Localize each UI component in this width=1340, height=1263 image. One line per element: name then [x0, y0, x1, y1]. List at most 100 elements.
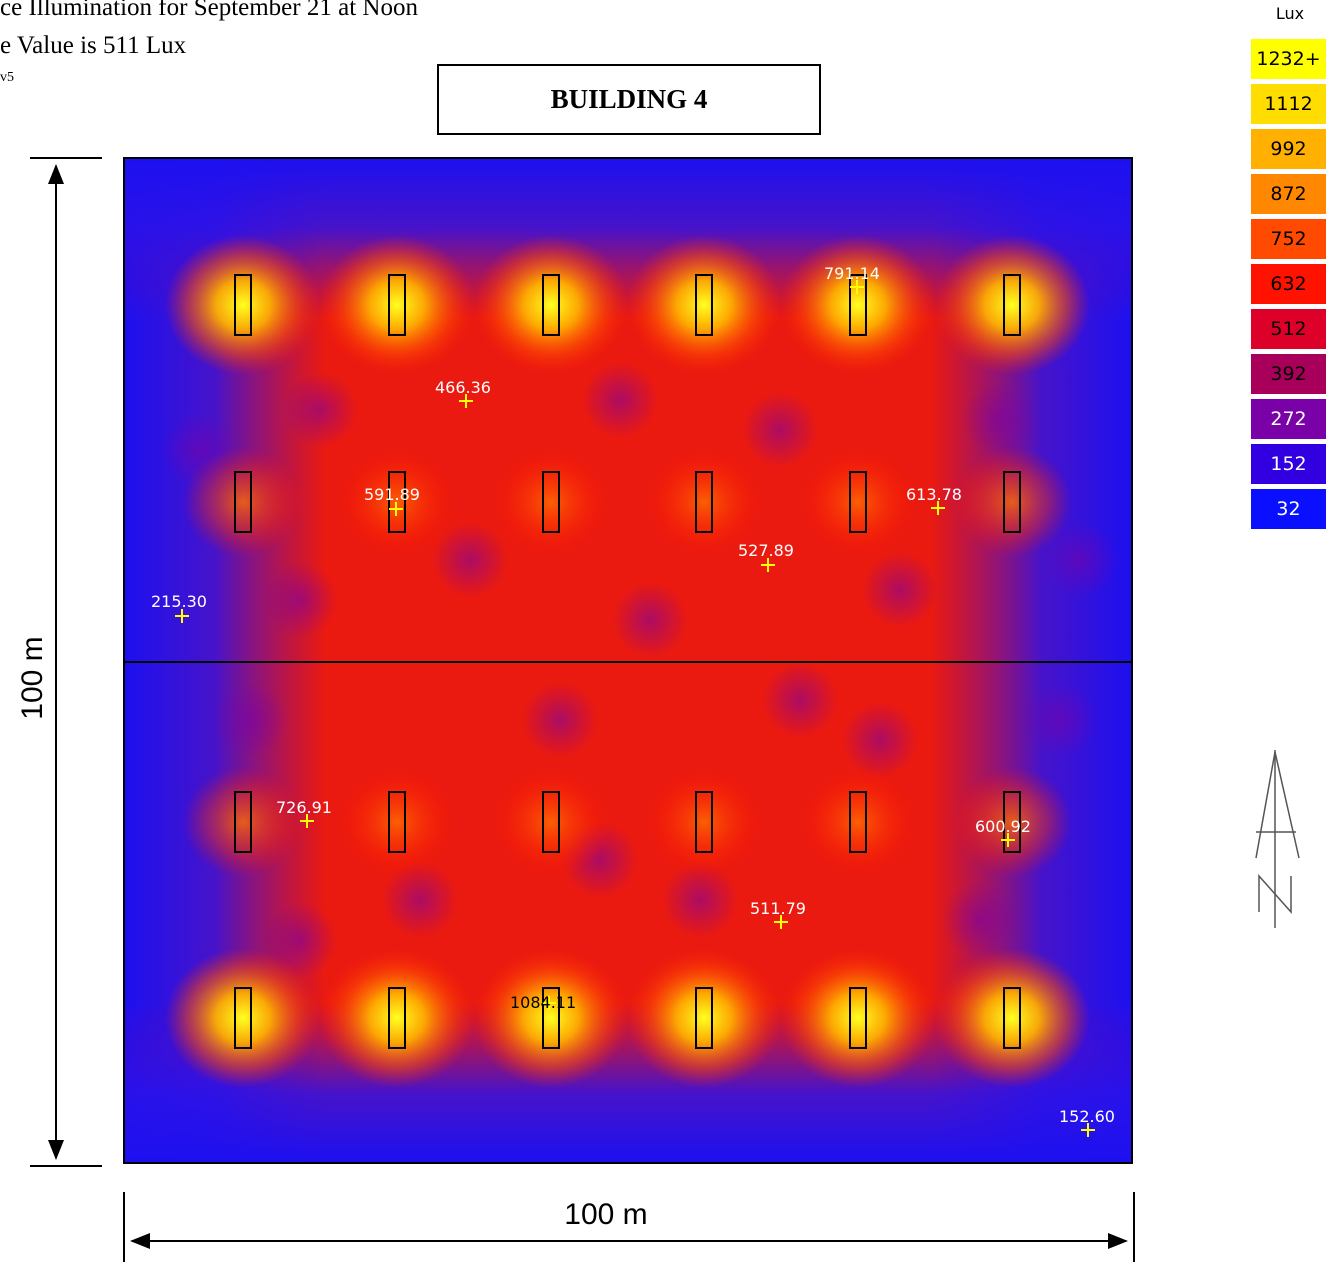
shadow-patch — [762, 662, 838, 738]
light-pool — [934, 235, 1090, 375]
light-pool — [319, 948, 475, 1088]
heatmap-layer — [124, 158, 1132, 1163]
measurement-point-icon — [389, 502, 403, 516]
legend-entry: 1112 — [1251, 84, 1326, 124]
measurement-point-icon — [850, 280, 864, 294]
shadow-patch — [282, 372, 358, 448]
light-pool — [626, 235, 782, 375]
measurement-point-icon — [542, 996, 556, 1010]
shadow-patch — [522, 682, 598, 758]
light-pool — [934, 948, 1090, 1088]
measurement-label: 215.30 — [151, 592, 207, 611]
horizontal-dimension: 100 m — [123, 1192, 1135, 1262]
measurement-label: 600.92 — [975, 817, 1031, 836]
building-outline — [123, 157, 1133, 1164]
shadow-patch — [432, 522, 508, 598]
light-fixture — [1003, 274, 1021, 336]
light-fixture — [695, 471, 713, 533]
light-fixture — [542, 791, 560, 853]
shadow-patch — [382, 862, 458, 938]
light-fixture — [388, 987, 406, 1049]
light-pool — [780, 235, 936, 375]
measurement-label: 591.89 — [364, 485, 420, 504]
legend-entry: 392 — [1251, 354, 1326, 394]
north-arrow-icon — [1255, 750, 1300, 928]
measurement-label: 527.89 — [738, 541, 794, 560]
report-title: ce Illumination for September 21 at Noon — [0, 0, 418, 21]
shadow-patch — [582, 362, 658, 438]
report-version: v5 — [0, 70, 14, 85]
light-fixture — [849, 987, 867, 1049]
measurement-point-icon — [761, 558, 775, 572]
horizontal-dimension-label: 100 m — [564, 1198, 647, 1231]
shadow-patch — [962, 382, 1038, 458]
light-fixture — [695, 274, 713, 336]
legend-entry: 32 — [1251, 489, 1326, 529]
measurement-label: 613.78 — [906, 485, 962, 504]
legend-entry: 872 — [1251, 174, 1326, 214]
light-fixture — [234, 274, 252, 336]
measurement-point-icon — [459, 394, 473, 408]
shadow-patch — [662, 862, 738, 938]
light-fixture — [542, 987, 560, 1049]
light-fixture — [388, 274, 406, 336]
light-fixture — [542, 471, 560, 533]
measurement-label: 511.79 — [750, 899, 806, 918]
light-pool — [952, 447, 1072, 557]
shadow-patch — [842, 702, 918, 778]
light-pool — [337, 767, 457, 877]
light-fixture — [849, 274, 867, 336]
light-fixture — [695, 791, 713, 853]
legend-entry: 1232+ — [1251, 39, 1326, 79]
measurement-point-icon — [300, 814, 314, 828]
light-fixture — [1003, 791, 1021, 853]
light-pool — [491, 447, 611, 557]
light-pool — [491, 767, 611, 877]
measurement-label: 726.91 — [276, 798, 332, 817]
shadow-patch — [612, 582, 688, 658]
measurement-label: 1084.11 — [510, 993, 576, 1012]
shadow-patch — [1022, 682, 1098, 758]
shadow-patch — [942, 882, 1018, 958]
light-fixture — [388, 471, 406, 533]
light-pool — [626, 948, 782, 1088]
legend-entry: 752 — [1251, 219, 1326, 259]
shadow-patch — [262, 562, 338, 638]
light-pool — [165, 235, 321, 375]
report-subtitle: e Value is 511 Lux — [0, 32, 187, 59]
shadow-patch — [742, 392, 818, 468]
legend-entry: 632 — [1251, 264, 1326, 304]
legend-entry: 992 — [1251, 129, 1326, 169]
measurement-label: 466.36 — [435, 378, 491, 397]
building-label: BUILDING 4 — [550, 84, 708, 114]
light-pool — [319, 235, 475, 375]
light-fixture — [849, 791, 867, 853]
light-fixture — [388, 791, 406, 853]
light-fixture — [542, 274, 560, 336]
legend-entry: 272 — [1251, 399, 1326, 439]
legend-entry: 152 — [1251, 444, 1326, 484]
light-pool — [952, 767, 1072, 877]
light-pool — [473, 235, 629, 375]
building-label-box: BUILDING 4 — [437, 64, 821, 135]
light-fixture — [234, 987, 252, 1049]
light-pool — [644, 767, 764, 877]
light-pool — [644, 447, 764, 557]
measurement-point-icon — [774, 915, 788, 929]
light-pool — [798, 767, 918, 877]
shadow-patch — [862, 552, 938, 628]
light-pool — [473, 948, 629, 1088]
legend-title: Lux — [1275, 4, 1305, 23]
light-fixture — [849, 471, 867, 533]
measurement-point-icon — [931, 501, 945, 515]
light-fixture — [234, 471, 252, 533]
light-fixture — [695, 987, 713, 1049]
vertical-dimension-label: 100 m — [16, 636, 49, 719]
light-fixture — [1003, 471, 1021, 533]
light-pool — [183, 447, 303, 557]
light-fixture — [234, 791, 252, 853]
light-pool — [798, 447, 918, 557]
measurement-point-icon — [175, 609, 189, 623]
measurement-label: 791.14 — [824, 264, 880, 283]
